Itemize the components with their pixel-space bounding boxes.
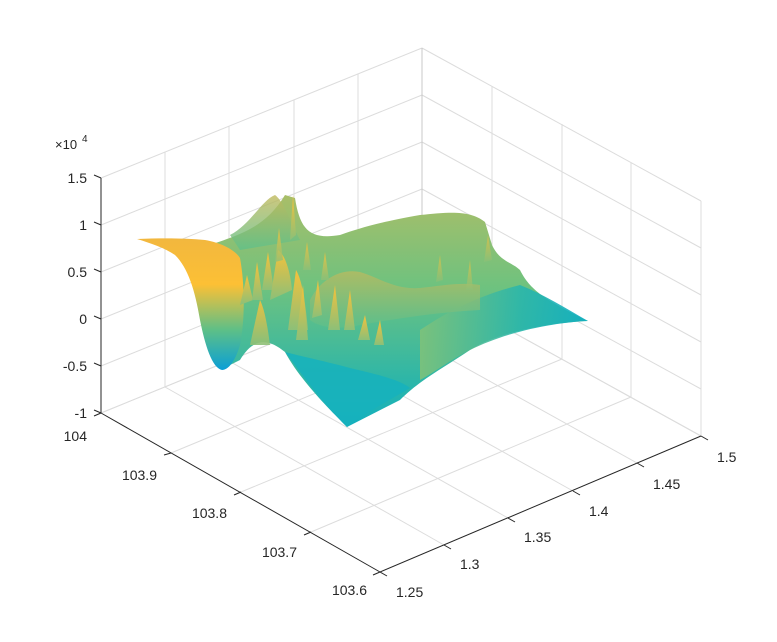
lon-tick-label: 103.7 — [262, 544, 297, 560]
z-exponent-power: 4 — [82, 134, 88, 145]
lat-tick-label: 1.3 — [460, 556, 480, 572]
lat-tick-label: 1.25 — [396, 584, 423, 600]
z-tick-label: 1 — [79, 217, 87, 233]
z-tick-label: -1 — [75, 405, 88, 421]
z-tick-label: 1.5 — [68, 170, 88, 186]
z-tick-label: -0.5 — [63, 358, 87, 374]
z-tick-label: 0 — [79, 311, 87, 327]
z-axis: 1.5 1 0.5 0 -0.5 -1 ×10 4 — [55, 134, 102, 421]
lon-tick-label: 103.6 — [332, 582, 367, 598]
lat-tick-label: 1.45 — [653, 476, 680, 492]
lon-tick-label: 103.9 — [122, 467, 157, 483]
lat-tick-label: 1.5 — [717, 449, 737, 465]
y-axis-longitude: 104 103.9 103.8 103.7 103.6 — [64, 412, 381, 598]
surface — [137, 195, 588, 427]
lat-tick-label: 1.35 — [524, 529, 551, 545]
lon-tick-label: 104 — [64, 428, 88, 444]
x-axis-latitude: 1.25 1.3 1.35 1.4 1.45 1.5 — [379, 435, 737, 600]
z-tick-label: 0.5 — [68, 264, 88, 280]
lat-tick-label: 1.4 — [589, 503, 609, 519]
z-exponent-label: ×10 — [55, 137, 77, 152]
lon-tick-label: 103.8 — [192, 505, 227, 521]
